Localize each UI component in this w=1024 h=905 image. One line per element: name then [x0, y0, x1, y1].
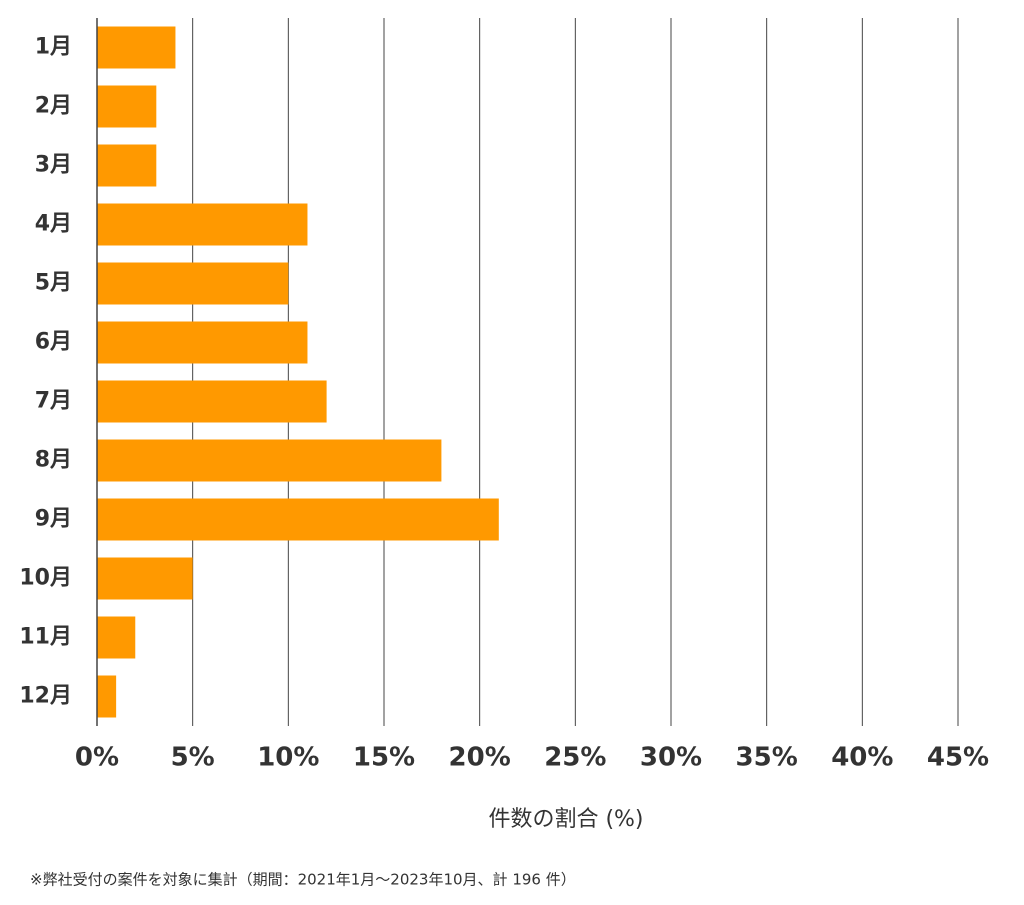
bar [97, 616, 136, 659]
y-tick-label: 10月 [19, 566, 72, 591]
bar [97, 498, 499, 541]
y-tick-label: 1月 [35, 35, 72, 60]
x-tick-label: 30% [640, 743, 702, 773]
bar [97, 380, 327, 423]
bar [97, 262, 289, 305]
x-tick-label: 0% [75, 743, 119, 773]
y-tick-label: 6月 [35, 330, 72, 355]
x-tick-label: 5% [171, 743, 215, 773]
x-tick-label: 10% [257, 743, 319, 773]
bar [97, 144, 157, 187]
footnote: ※弊社受付の案件を対象に集計（期間：2021年1月～2023年10月、計 196… [30, 871, 576, 889]
y-tick-label: 3月 [35, 153, 72, 178]
x-tick-label: 45% [927, 743, 989, 773]
y-tick-label: 5月 [35, 271, 72, 296]
x-tick-label: 35% [736, 743, 798, 773]
bar [97, 321, 308, 364]
x-tick-label: 25% [544, 743, 606, 773]
y-tick-label: 2月 [35, 94, 72, 119]
x-axis-title: 件数の割合 (%) [488, 807, 643, 832]
bar [97, 203, 308, 246]
y-tick-label: 11月 [19, 625, 72, 650]
bar [97, 557, 193, 600]
bar [97, 26, 176, 69]
y-tick-label: 12月 [19, 684, 72, 709]
bar [97, 439, 442, 482]
y-tick-label: 9月 [35, 507, 72, 532]
x-tick-label: 15% [353, 743, 415, 773]
bar [97, 675, 117, 718]
x-tick-label: 20% [449, 743, 511, 773]
y-tick-label: 7月 [35, 389, 72, 414]
x-tick-label: 40% [831, 743, 893, 773]
y-tick-label: 8月 [35, 448, 72, 473]
bar [97, 85, 157, 128]
y-tick-label: 4月 [35, 212, 72, 237]
